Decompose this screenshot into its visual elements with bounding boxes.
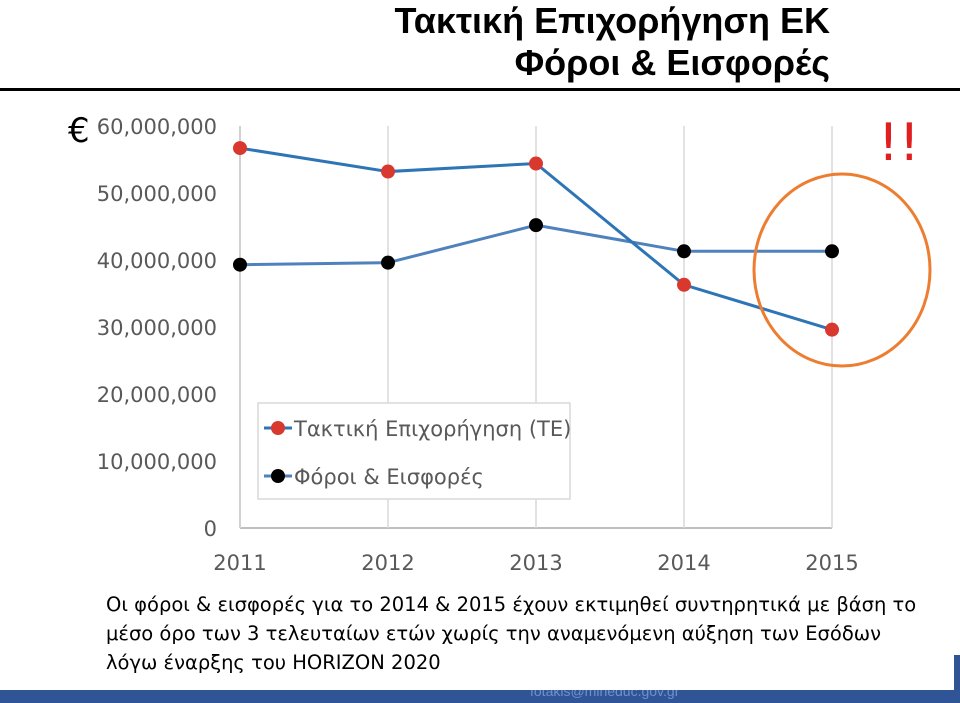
y-tick-label: 0 (204, 517, 217, 541)
title-line-2: Φόροι & Εισφορές (514, 42, 830, 83)
footer-bar: fotakis@mineduc.gov.gr (0, 690, 954, 703)
series-group (233, 141, 839, 337)
y-tick-label: 10,000,000 (97, 450, 217, 474)
series-2-point (529, 218, 543, 233)
x-tick-label: 2014 (657, 551, 710, 575)
series-2-point (677, 244, 691, 259)
legend: Τακτική Επιχορήγηση (ΤΕ) Φόροι & Εισφορές (257, 402, 571, 500)
legend-marker-1 (271, 421, 285, 435)
line-chart: € !! 0 10,000,000 20,000,000 30,000,000 40,0… (68, 111, 932, 575)
slide-title: Τακτική Επιχορήγηση ΕΚ Φόροι & Εισφορές (394, 0, 830, 84)
x-tick-labels: 2011 2012 2013 2014 2015 (213, 551, 858, 575)
y-tick-label: 20,000,000 (97, 383, 217, 407)
series-1-point (233, 141, 247, 156)
x-tick-label: 2015 (805, 551, 858, 575)
y-tick-labels: 0 10,000,000 20,000,000 30,000,000 40,000,00… (97, 115, 217, 541)
legend-box (257, 402, 571, 500)
title-divider (0, 88, 960, 91)
legend-label-2: Φόροι & Εισφορές (294, 465, 484, 489)
footnote-text: Οι φόροι & εισφορές για το 2014 & 2015 έ… (106, 593, 917, 674)
series-1-point (529, 156, 543, 171)
series-1-point (825, 322, 839, 337)
series-2-point (381, 255, 395, 270)
y-tick-label: 60,000,000 (97, 115, 217, 139)
warning-annotation: !! (878, 113, 920, 173)
x-tick-label: 2011 (213, 551, 266, 575)
title-line-1: Τακτική Επιχορήγηση ΕΚ (394, 0, 830, 41)
legend-label-1: Τακτική Επιχορήγηση (ΤΕ) (293, 417, 571, 441)
y-tick-label: 50,000,000 (97, 182, 217, 206)
series-2-point (825, 244, 839, 259)
series-2-point (233, 257, 247, 272)
highlight-circle (752, 172, 932, 368)
footer-email: fotakis@mineduc.gov.gr (530, 690, 680, 699)
x-tick-label: 2013 (509, 551, 562, 575)
y-tick-label: 40,000,000 (97, 249, 217, 273)
series-1-point (381, 164, 395, 179)
series-1-point (677, 277, 691, 292)
y-tick-label: 30,000,000 (97, 316, 217, 340)
x-tick-label: 2012 (361, 551, 414, 575)
legend-marker-2 (271, 469, 285, 483)
currency-symbol: € (68, 111, 90, 151)
footer-side-bar (954, 655, 960, 703)
